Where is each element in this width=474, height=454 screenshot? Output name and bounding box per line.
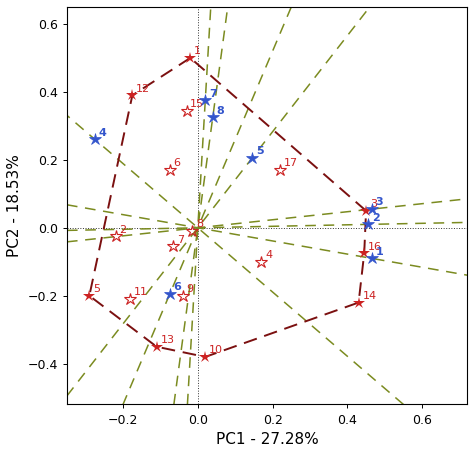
Text: 12: 12 [136, 84, 150, 94]
Text: 7: 7 [177, 235, 184, 245]
Y-axis label: PC2 - 18.53%: PC2 - 18.53% [7, 154, 22, 257]
Text: 5: 5 [93, 284, 100, 294]
Text: 5: 5 [256, 147, 264, 157]
Text: 4: 4 [99, 128, 107, 138]
Text: 2: 2 [372, 212, 380, 223]
Text: 8: 8 [196, 219, 203, 229]
Text: 6: 6 [173, 158, 181, 168]
Text: 3: 3 [370, 199, 377, 209]
Text: 1: 1 [375, 247, 383, 257]
Text: 6: 6 [173, 282, 182, 292]
Text: 14: 14 [362, 291, 376, 301]
Text: 16: 16 [368, 242, 382, 252]
Text: 10: 10 [209, 345, 223, 355]
Text: 11: 11 [134, 287, 148, 297]
Text: 9: 9 [187, 284, 194, 294]
Text: 4: 4 [265, 250, 272, 260]
Text: 13: 13 [160, 335, 174, 345]
X-axis label: PC1 - 27.28%: PC1 - 27.28% [216, 432, 319, 447]
Text: 3: 3 [375, 197, 383, 207]
Text: 7: 7 [209, 89, 217, 99]
Text: 17: 17 [284, 158, 298, 168]
Text: 1: 1 [194, 46, 201, 56]
Text: 8: 8 [217, 106, 224, 116]
Text: 2: 2 [119, 225, 127, 235]
Text: 15: 15 [191, 99, 204, 109]
